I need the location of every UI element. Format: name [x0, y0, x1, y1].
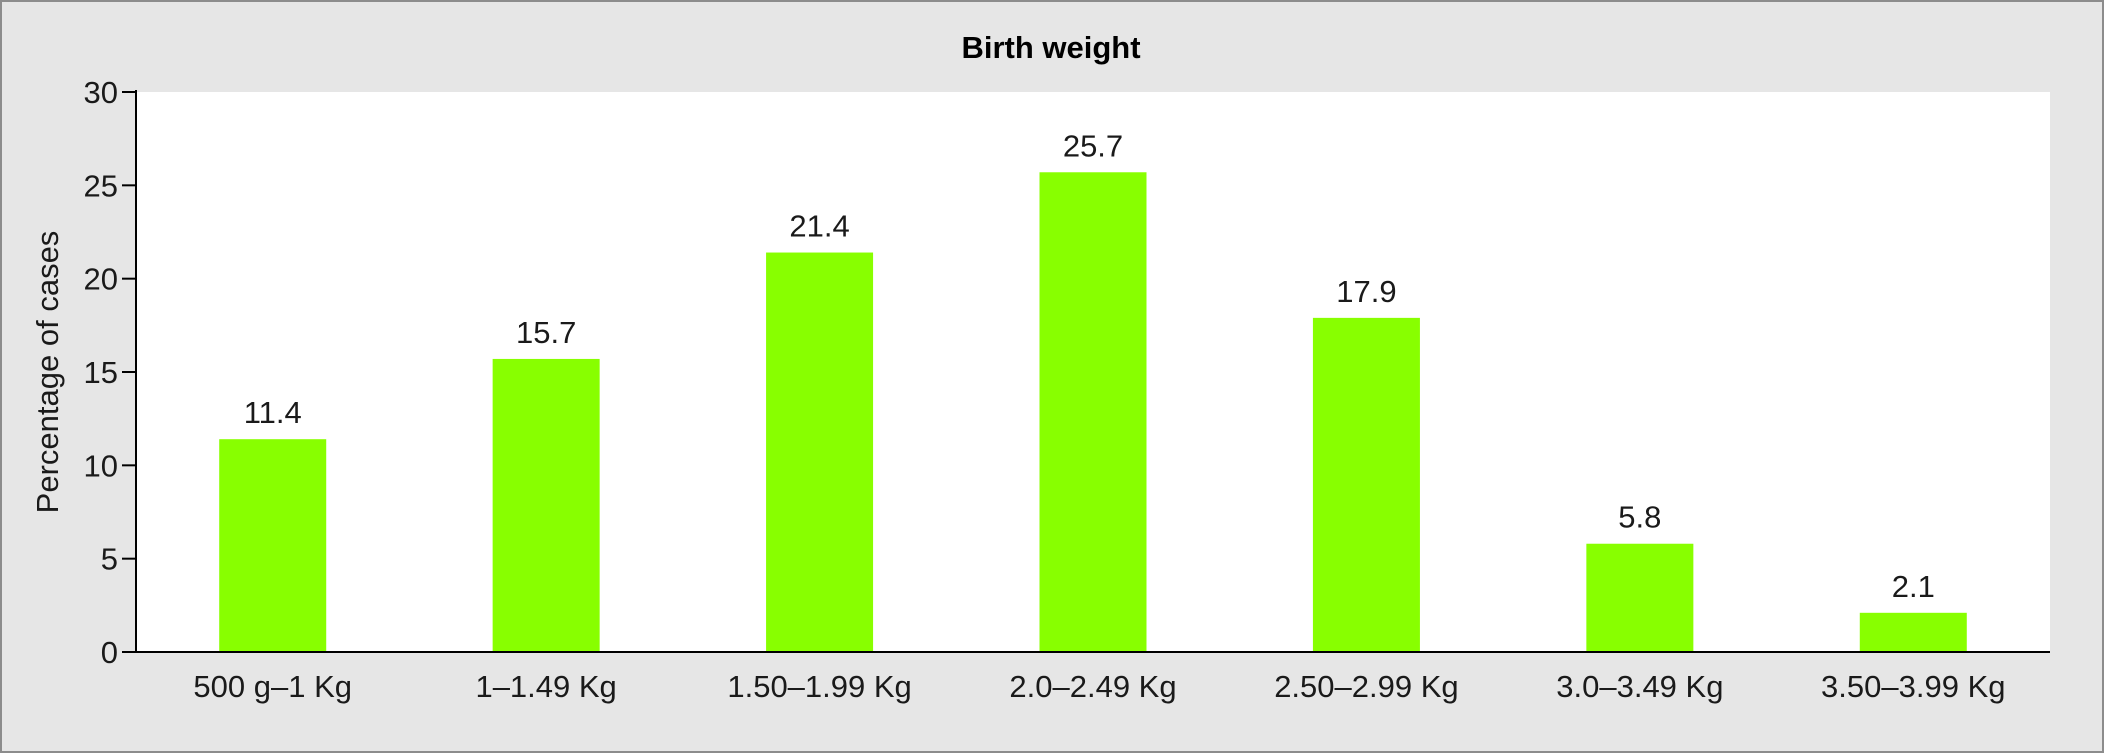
bar-series: 11.4 15.7 21.4 25.7 17.9 5.8 2.1	[219, 128, 1967, 653]
bar	[1859, 612, 1967, 652]
bar-value-label: 21.4	[789, 209, 849, 244]
bar-value-label: 17.9	[1336, 274, 1396, 309]
bar-value-label: 15.7	[516, 315, 576, 350]
bar	[1312, 317, 1420, 652]
bar-value-label: 2.1	[1892, 569, 1935, 604]
y-axis-title: Percentage of cases	[30, 231, 65, 514]
x-tick-label: 2.0–2.49 Kg	[1009, 669, 1176, 704]
bar	[1586, 543, 1694, 652]
x-tick-label: 3.0–3.49 Kg	[1556, 669, 1723, 704]
bar	[492, 358, 600, 652]
y-tick-label: 10	[84, 448, 118, 483]
x-tick-label: 1–1.49 Kg	[475, 669, 616, 704]
y-tick-label: 25	[84, 168, 118, 203]
x-tick-label: 3.50–3.99 Kg	[1821, 669, 2005, 704]
y-tick-label: 15	[84, 355, 118, 390]
bar	[766, 252, 874, 653]
bar-value-label: 5.8	[1618, 500, 1661, 535]
x-tick-label: 1.50–1.99 Kg	[727, 669, 911, 704]
bar	[1039, 172, 1147, 652]
y-axis: 0 5 10 15 20 25 30	[84, 75, 136, 670]
x-tick-label: 500 g–1 Kg	[193, 669, 352, 704]
y-tick-label: 20	[84, 262, 118, 297]
bar-value-label: 11.4	[244, 395, 302, 430]
bar	[219, 439, 327, 652]
x-axis: 500 g–1 Kg 1–1.49 Kg 1.50–1.99 Kg 2.0–2.49 …	[193, 669, 2005, 704]
y-tick-label: 30	[84, 75, 118, 110]
x-tick-label: 2.50–2.99 Kg	[1274, 669, 1458, 704]
y-tick-label: 5	[101, 542, 118, 577]
chart-title: Birth weight	[961, 30, 1140, 65]
bar-value-label: 25.7	[1063, 128, 1123, 163]
y-tick-label: 0	[101, 635, 118, 670]
